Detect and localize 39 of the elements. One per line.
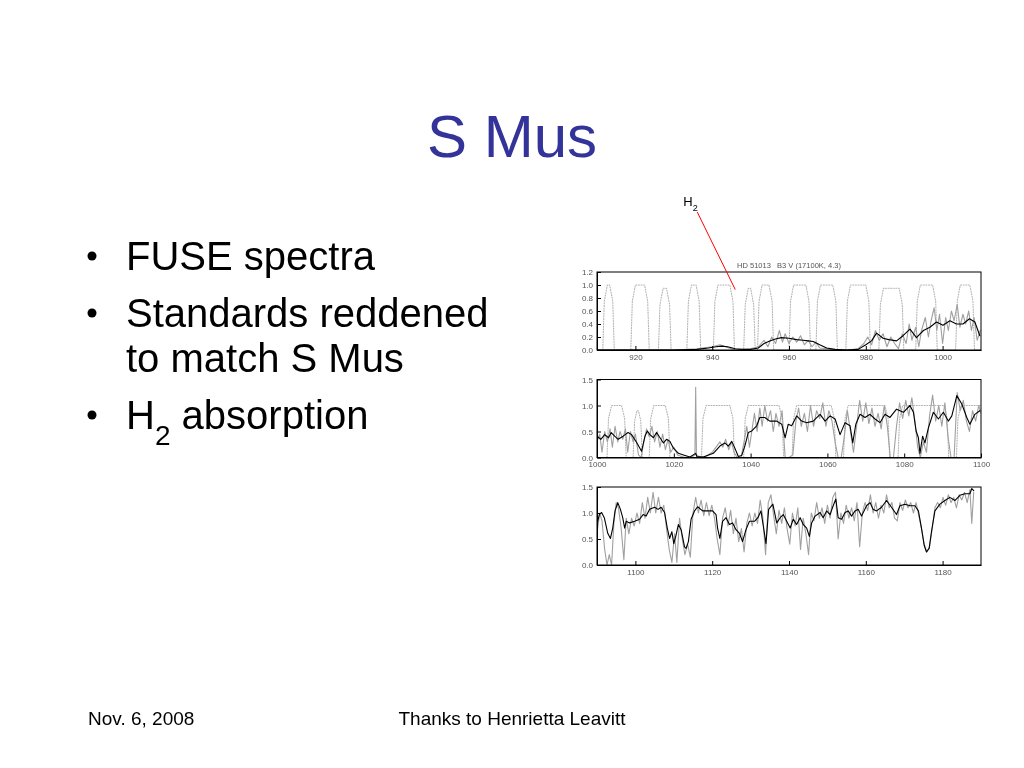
x-tick-label: 1100: [627, 567, 646, 577]
x-tick-label: 1140: [780, 567, 799, 577]
y-tick-label: 1.0: [581, 281, 594, 291]
y-tick-label: 1.2: [581, 268, 594, 278]
y-tick-label: 0.0: [581, 561, 594, 571]
y-tick-label: 0.4: [581, 320, 594, 330]
x-tick-label: 1060: [819, 460, 838, 470]
text: Nov. 6, 2008: [88, 708, 195, 729]
y-tick-label: 0.8: [581, 294, 594, 304]
text: S Mus: [426, 103, 598, 170]
y-tick-label: 1.5: [581, 483, 594, 493]
x-tick-label: 1000: [934, 352, 953, 362]
x-tick-label: 960: [782, 352, 797, 362]
line-series: [597, 489, 975, 565]
y-tick-label: 0.2: [581, 333, 594, 343]
text: Thanks to Henrietta Leavitt: [398, 708, 627, 729]
x-tick-label: 1080: [895, 460, 915, 470]
x-tick-label: 1000: [588, 460, 607, 470]
x-tick-label: 1120: [704, 567, 722, 577]
y-tick-label: 1.0: [581, 401, 594, 411]
x-tick-label: 1020: [665, 460, 684, 470]
y-tick-label: 1.5: [581, 375, 594, 385]
y-tick-label: 0.0: [581, 346, 594, 356]
text: FUSE spectra: [126, 234, 376, 278]
x-tick-label: 1160: [857, 567, 876, 577]
y-tick-label: 1.0: [581, 509, 594, 519]
y-tick-label: 0.5: [581, 427, 594, 437]
x-tick-label: 920: [629, 352, 644, 362]
x-tick-label: 1040: [742, 460, 761, 470]
x-tick-label: 940: [706, 352, 720, 362]
y-tick-label: 0.5: [581, 535, 594, 545]
text: Standards reddened to match S Mus: [126, 291, 489, 380]
x-tick-label: 1180: [934, 567, 953, 577]
y-tick-label: 0.6: [581, 307, 594, 317]
annotation: H$_{2}$: [683, 194, 698, 213]
text: H$_{2}$ absorption: [126, 393, 369, 451]
x-tick-label: 980: [859, 352, 874, 362]
y-tick-label: 0.0: [581, 453, 594, 463]
x-tick-label: 1100: [972, 460, 991, 470]
